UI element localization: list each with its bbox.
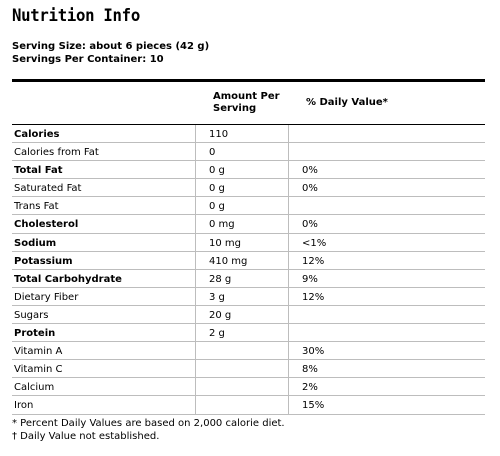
column-header-daily-value: % Daily Value* (306, 97, 388, 108)
table-row: Potassium 410 mg 12% (12, 252, 485, 270)
table-row: Total Fat 0 g 0% (12, 161, 485, 180)
nutrient-name: Trans Fat (14, 201, 59, 213)
nutrition-table: Calories 110 Calories from Fat 0 Total Fat 0 … (12, 125, 485, 415)
nutrient-name: Calories (14, 129, 60, 140)
table-row: Sodium 10 mg <1% (12, 234, 485, 252)
column-header-amount: Amount Per Serving (213, 91, 280, 114)
column-divider (288, 125, 289, 415)
nutrient-name: Total Fat (14, 165, 63, 177)
page-title: Nutrition Info (12, 6, 140, 26)
nutrient-daily-value: 0% (302, 183, 318, 195)
nutrient-name: Potassium (14, 255, 73, 267)
nutrient-name: Dietary Fiber (14, 291, 79, 303)
nutrient-daily-value: 0% (302, 165, 318, 177)
nutrient-daily-value: 0% (302, 219, 318, 231)
serving-info: Serving Size: about 6 pieces (42 g) Serv… (12, 40, 209, 66)
thick-divider (12, 79, 485, 82)
serving-size: Serving Size: about 6 pieces (42 g) (12, 41, 210, 52)
nutrient-amount: 28 g (209, 273, 232, 285)
nutrient-amount: 0 (209, 147, 216, 159)
nutrient-name: Iron (14, 400, 34, 412)
nutrient-amount: 10 mg (209, 237, 241, 249)
table-row: Protein 2 g (12, 324, 485, 343)
nutrient-amount: 0 g (209, 183, 225, 195)
table-row: Vitamin A 30% (12, 342, 485, 361)
nutrient-daily-value: 12% (302, 255, 325, 267)
table-row: Calories 110 (12, 125, 485, 144)
nutrient-amount: 410 mg (209, 255, 248, 267)
nutrient-daily-value: 8% (302, 364, 318, 376)
footnote: * Percent Daily Values are based on 2,00… (12, 418, 285, 429)
nutrient-amount: 3 g (209, 291, 225, 303)
servings-per-container: Servings Per Container: 10 (12, 54, 164, 65)
table-row: Dietary Fiber 3 g 12% (12, 288, 485, 306)
nutrient-daily-value: 2% (302, 382, 318, 394)
nutrient-name: Saturated Fat (14, 183, 82, 195)
nutrient-daily-value: 15% (302, 400, 325, 412)
nutrient-name: Calories from Fat (14, 147, 99, 159)
nutrient-name: Sugars (14, 309, 49, 321)
nutrient-name: Calcium (14, 382, 55, 394)
nutrient-amount: 0 g (209, 201, 225, 213)
table-row: Saturated Fat 0 g 0% (12, 179, 485, 198)
table-row: Iron 15% (12, 396, 485, 415)
column-divider (195, 125, 196, 415)
table-row: Calcium 2% (12, 378, 485, 397)
table-row: Sugars 20 g (12, 306, 485, 325)
nutrient-name: Vitamin C (14, 364, 63, 376)
nutrient-amount: 110 (209, 129, 229, 140)
nutrient-daily-value: <1% (302, 237, 327, 249)
table-row: Vitamin C 8% (12, 360, 485, 379)
nutrient-name: Protein (14, 328, 56, 340)
nutrient-amount: 20 g (209, 309, 232, 321)
nutrient-daily-value: 9% (302, 273, 318, 285)
table-row: Calories from Fat 0 (12, 143, 485, 162)
nutrient-name: Total Carbohydrate (14, 273, 122, 285)
nutrient-amount: 0 g (209, 165, 225, 177)
footnotes: * Percent Daily Values are based on 2,00… (12, 418, 285, 443)
nutrient-name: Cholesterol (14, 219, 79, 231)
nutrient-daily-value: 12% (302, 291, 325, 303)
table-row: Cholesterol 0 mg 0% (12, 215, 485, 234)
header-divider (12, 124, 485, 125)
table-row: Trans Fat 0 g (12, 197, 485, 216)
nutrient-name: Sodium (14, 237, 57, 249)
table-row: Total Carbohydrate 28 g 9% (12, 270, 485, 288)
nutrient-daily-value: 30% (302, 346, 325, 358)
nutrient-amount: 2 g (209, 328, 225, 340)
footnote: † Daily Value not established. (12, 430, 160, 442)
nutrient-name: Vitamin A (14, 346, 63, 358)
nutrient-amount: 0 mg (209, 219, 235, 231)
